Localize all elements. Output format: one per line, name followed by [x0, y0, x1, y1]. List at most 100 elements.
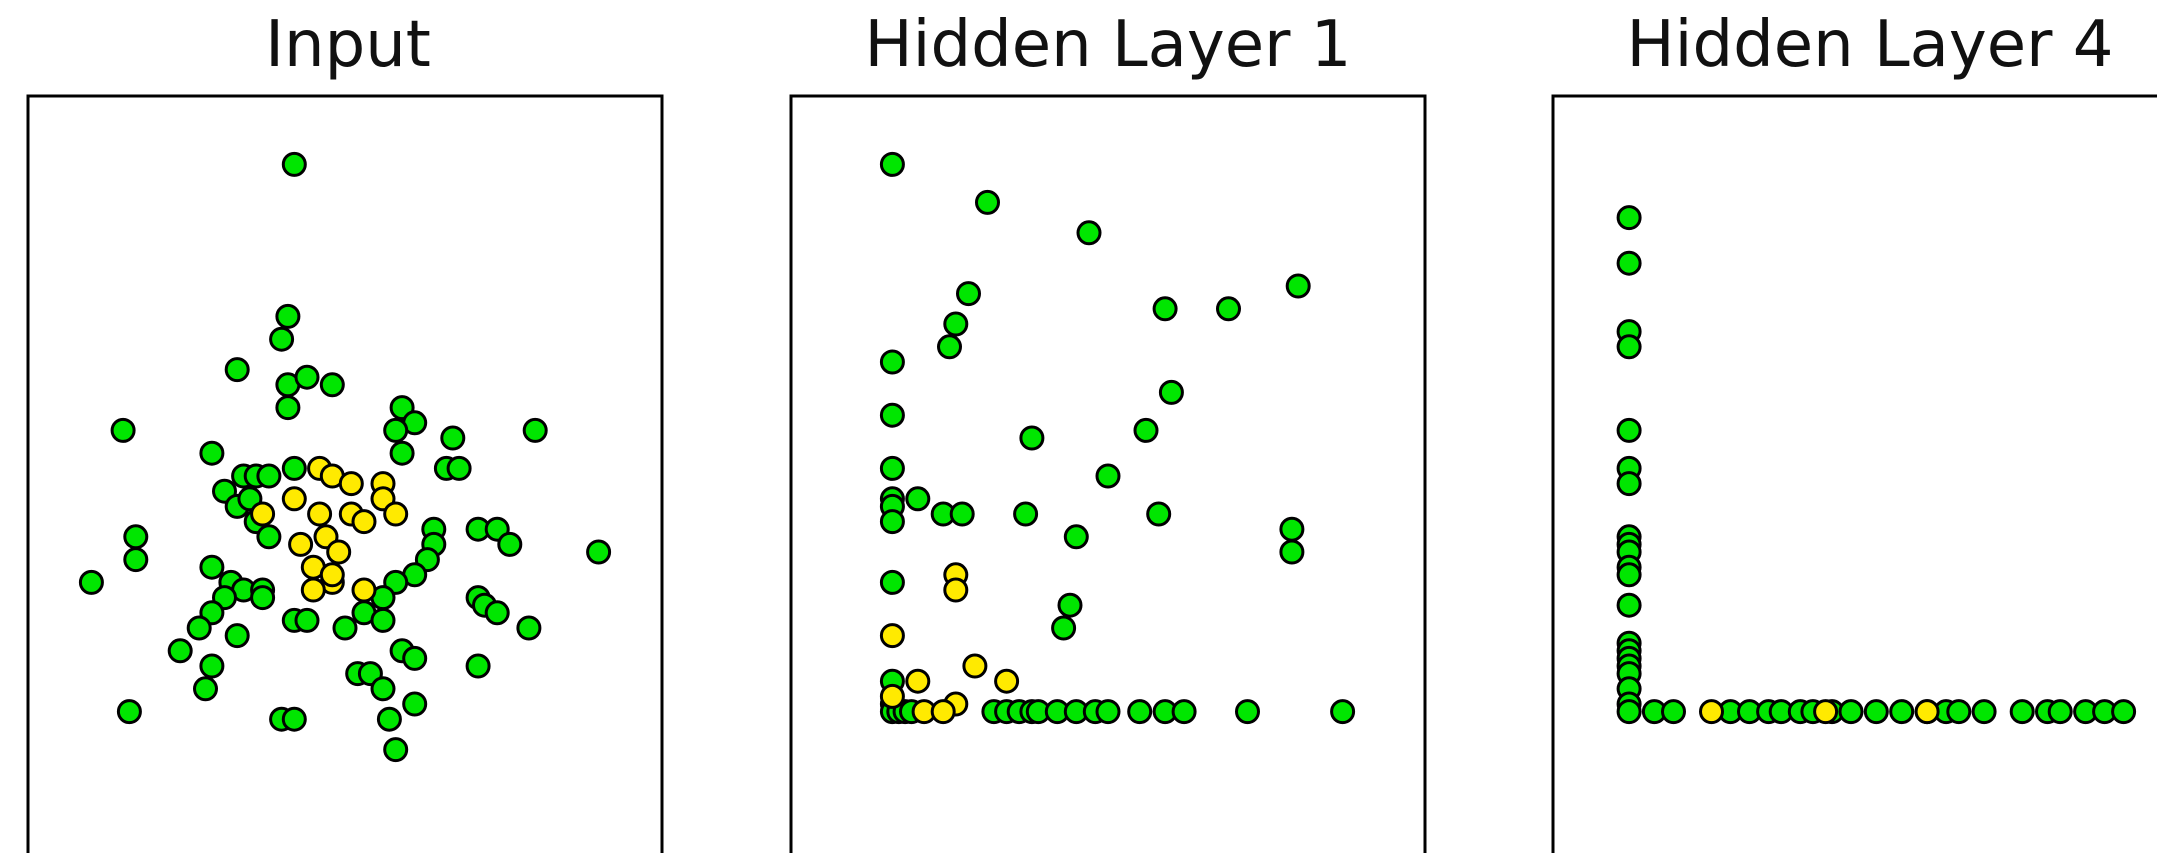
scatter-point-green	[879, 455, 905, 481]
scatter-point-yellow	[1813, 699, 1839, 725]
scatter-point-yellow	[281, 486, 307, 512]
scatter-point-green	[1019, 425, 1045, 451]
scatter-point-green	[465, 653, 491, 679]
scatter-point-green	[1946, 699, 1972, 725]
scatter-point-green	[294, 364, 320, 390]
scatter-point-green	[275, 395, 301, 421]
scatter-point-green	[516, 615, 542, 641]
panel-input: Input	[26, 8, 664, 853]
scatter-point-yellow	[351, 509, 377, 535]
scatter-point-green	[199, 440, 225, 466]
scatter-point-green	[294, 607, 320, 633]
scatter-point-green	[1216, 296, 1241, 322]
scatter-point-green	[1616, 250, 1642, 276]
scatter-point-green	[123, 547, 149, 573]
scatter-point-green	[383, 737, 409, 763]
panel-hidden-layer-1: Hidden Layer 1	[789, 8, 1427, 853]
scatter-point-green	[167, 638, 193, 664]
scatter-point-green	[956, 281, 981, 307]
scatter-point-green	[1971, 699, 1997, 725]
scatter-point-yellow	[879, 623, 905, 649]
scatter-points	[1616, 205, 2137, 725]
scatter-point-green	[389, 440, 415, 466]
scatter-point-green	[586, 539, 612, 565]
scatter-point-green	[975, 189, 1000, 215]
scatter-point-green	[1616, 471, 1642, 497]
scatter-point-green	[879, 569, 905, 595]
scatter-point-green	[123, 524, 149, 550]
scatter-point-green	[2111, 699, 2137, 725]
scatter-point-green	[332, 615, 358, 641]
scatter-point-green	[250, 585, 276, 611]
scatter-point-green	[1235, 699, 1260, 725]
scatter-point-green	[497, 531, 523, 557]
scatter-point-green	[943, 311, 969, 337]
scatter-point-green	[281, 455, 307, 481]
scatter-point-green	[937, 334, 962, 360]
scatter-point-green	[110, 417, 136, 443]
scatter-point-yellow	[943, 577, 969, 603]
scatter-point-green	[186, 615, 212, 641]
scatter-point-yellow	[1914, 699, 1940, 725]
panel-title: Input	[265, 8, 431, 82]
scatter-point-green	[1616, 417, 1642, 443]
scatter-point-green	[370, 676, 396, 702]
scatter-point-green	[319, 372, 345, 398]
scatter-point-green	[1279, 516, 1305, 542]
scatter-point-green	[905, 486, 931, 512]
scatter-point-yellow	[879, 683, 905, 709]
scatter-point-green	[1152, 296, 1178, 322]
scatter-point-yellow	[300, 577, 326, 603]
scatter-point-yellow	[383, 501, 409, 527]
scatter-point-green	[2009, 699, 2035, 725]
scatter-point-green	[1889, 699, 1915, 725]
scatter-point-green	[1171, 699, 1197, 725]
scatter-point-green	[78, 569, 104, 595]
panel-title: Hidden Layer 4	[1627, 8, 2114, 82]
scatter-point-green	[1051, 615, 1077, 641]
scatter-point-green	[1616, 562, 1642, 588]
scatter-point-yellow	[326, 539, 352, 565]
scatter-point-green	[484, 600, 510, 626]
scatter-point-green	[1285, 273, 1311, 299]
scatter-point-green	[1063, 524, 1089, 550]
scatter-point-green	[879, 509, 905, 535]
scatter-point-green	[402, 691, 428, 717]
scatter-point-green	[383, 417, 409, 443]
scatter-point-green	[440, 425, 466, 451]
scatter-point-green	[879, 402, 905, 428]
scatter-point-green	[879, 151, 905, 177]
scatter-point-yellow	[307, 501, 333, 527]
scatter-point-yellow	[905, 668, 931, 694]
scatter-point-green	[269, 326, 295, 352]
scatter-point-green	[199, 554, 225, 580]
scatter-point-yellow	[994, 668, 1020, 694]
scatter-point-green	[1863, 699, 1889, 725]
scatter-point-green	[949, 501, 975, 527]
scatter-point-yellow	[1699, 699, 1724, 725]
scatter-point-green	[1013, 501, 1039, 527]
scatter-point-green	[199, 653, 225, 679]
scatter-point-yellow	[288, 531, 314, 557]
scatter-point-green	[1616, 334, 1642, 360]
scatter-point-yellow	[250, 501, 276, 527]
scatter-point-green	[1095, 463, 1121, 489]
scatter-point-green	[2047, 699, 2073, 725]
scatter-point-green	[1127, 699, 1153, 725]
scatter-point-green	[1076, 220, 1102, 246]
scatter-point-green	[1661, 699, 1686, 725]
scatter-point-green	[1616, 699, 1642, 725]
scatter-point-green	[1838, 699, 1864, 725]
scatter-point-green	[1095, 699, 1121, 725]
scatter-point-green	[879, 349, 905, 375]
scatter-point-green	[1133, 417, 1159, 443]
scatter-point-yellow	[319, 562, 345, 588]
scatter-point-green	[1158, 379, 1184, 405]
scatter-point-green	[193, 676, 218, 702]
scatter-point-green	[446, 455, 472, 481]
scatter-point-green	[522, 417, 548, 443]
scatter-point-green	[1057, 592, 1083, 618]
scatter-point-green	[1279, 539, 1305, 565]
scatter-points	[78, 151, 612, 763]
